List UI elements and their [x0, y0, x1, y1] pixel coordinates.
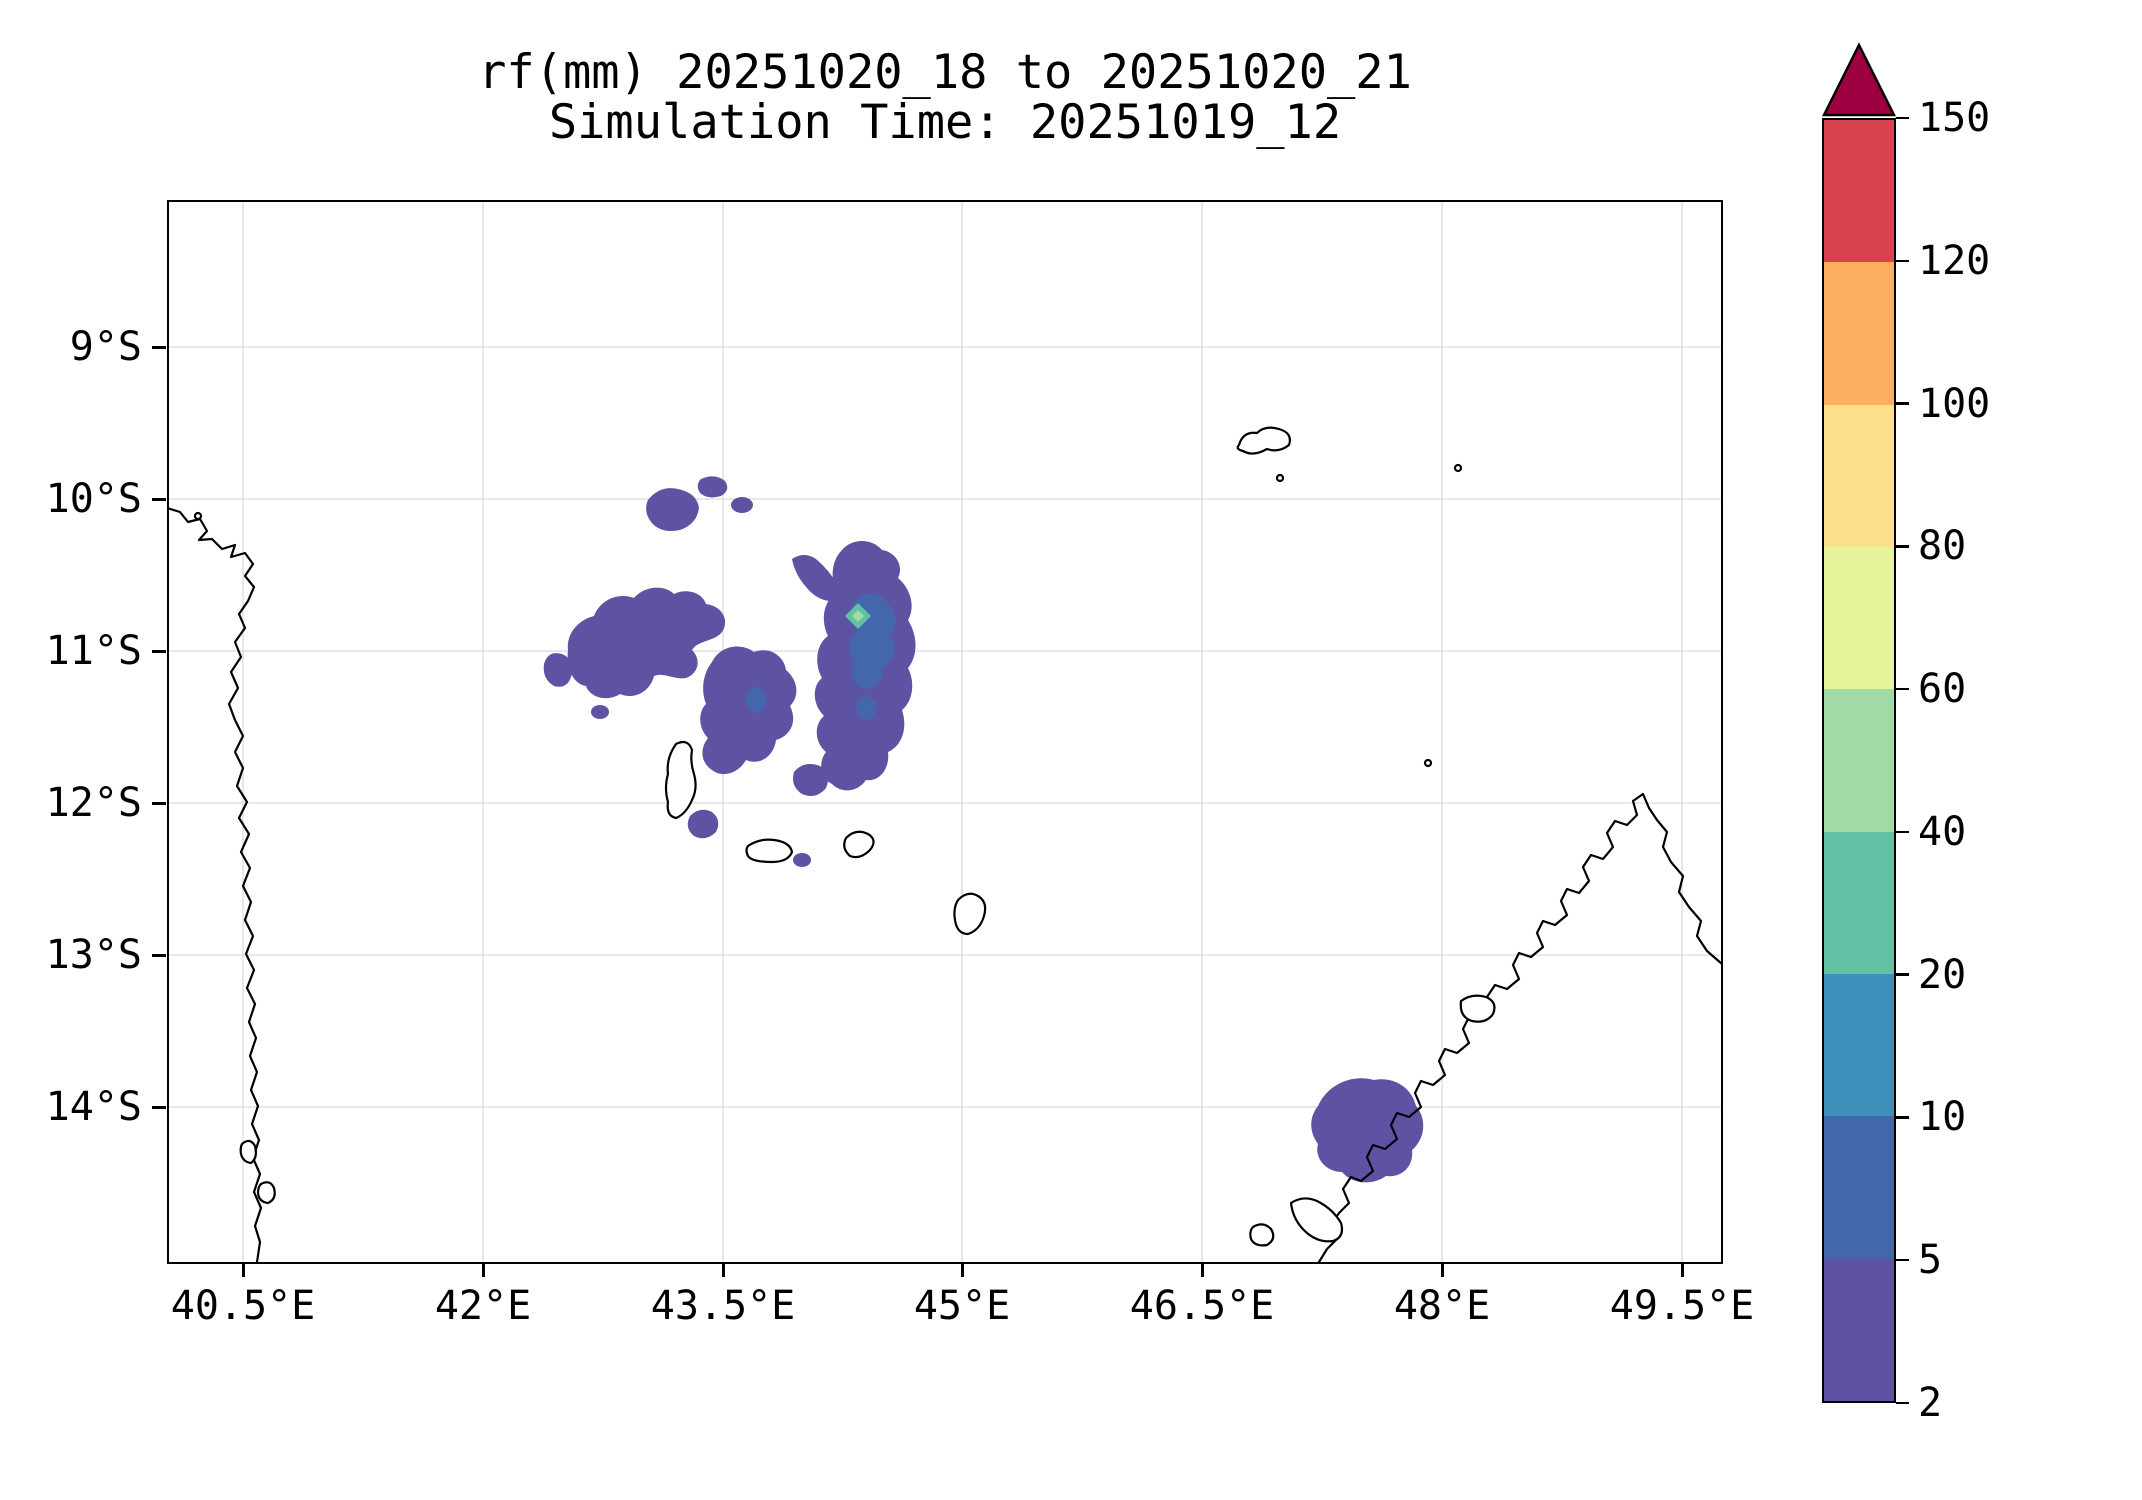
y-tick-label: 10°S	[45, 476, 142, 522]
island-moheli	[745, 838, 794, 864]
x-tick-mark	[1201, 1263, 1204, 1277]
x-tick-label: 42°E	[434, 1283, 532, 1329]
map-canvas	[167, 202, 1723, 1264]
colorbar-band	[1824, 689, 1894, 832]
lagoon-africa-south	[256, 1181, 276, 1205]
rain-area-center	[700, 646, 797, 775]
colorbar-band	[1824, 120, 1894, 263]
colorbar-band	[1824, 262, 1894, 405]
islet-dot	[1275, 473, 1285, 483]
x-tick-mark	[242, 1263, 245, 1277]
colorbar-tick-label: 120	[1918, 237, 1991, 284]
island-group-north	[1236, 426, 1291, 455]
rain-fleck-south	[793, 853, 811, 867]
colorbar-tick-label: 10	[1918, 1094, 1967, 1141]
island-grande-comore	[664, 740, 697, 820]
rain-area-madagascar	[1311, 1078, 1424, 1183]
rain-area-neck	[792, 555, 839, 601]
islet-africa	[193, 511, 203, 521]
island-nosy-be	[1459, 994, 1496, 1023]
y-tick-mark	[152, 802, 166, 805]
colorbar-tick-mark	[1896, 1401, 1909, 1405]
colorbar-tick-mark	[1896, 973, 1909, 976]
colorbar-tick-label: 150	[1918, 95, 1991, 141]
coastline-africa	[167, 506, 263, 1264]
plot-subtitle: Simulation Time: 20251019_12	[548, 95, 1342, 150]
rain-core-40-60	[852, 610, 864, 622]
rain-core-5-10	[746, 687, 766, 713]
colorbar-tick-mark	[1896, 402, 1909, 405]
islet-dot	[1453, 463, 1463, 473]
rain-area-comoros-top	[646, 488, 699, 531]
x-tick-mark	[482, 1263, 485, 1277]
lagoon-africa-south	[239, 1139, 257, 1165]
x-tick-label: 43.5°E	[650, 1283, 796, 1329]
colorbar-band	[1824, 404, 1894, 547]
coastlines	[167, 426, 1723, 1264]
grid-layer	[169, 202, 1721, 1262]
rain-area-west	[567, 587, 726, 699]
colorbar-tick-mark	[1896, 1258, 1909, 1262]
rain-contours	[543, 476, 1424, 1183]
rain-fleck	[591, 705, 609, 719]
coastline-madagascar	[1317, 792, 1723, 1264]
x-tick-label: 46.5°E	[1129, 1283, 1275, 1329]
colorbar-band	[1824, 973, 1894, 1117]
x-tick-label: 45°E	[913, 1283, 1011, 1329]
colorbar-tick-label: 100	[1918, 380, 1991, 427]
x-tick-mark	[722, 1263, 725, 1277]
colorbar-band	[1824, 1116, 1894, 1259]
colorbar-tick-mark	[1896, 116, 1909, 120]
colorbar-tick-label: 20	[1918, 951, 1967, 998]
y-tick-label: 12°S	[45, 780, 142, 826]
colorbar-band	[1824, 831, 1894, 974]
y-tick-label: 14°S	[45, 1084, 142, 1130]
rain-area-west-detached	[543, 653, 573, 687]
colorbar-tick-label: 2	[1918, 1380, 1943, 1426]
colorbar-band	[1824, 546, 1894, 690]
colorbar-tick-label: 80	[1918, 523, 1967, 570]
colorbar-tick-label: 40	[1918, 808, 1967, 855]
island-mayotte	[953, 892, 987, 936]
y-tick-mark	[152, 1106, 166, 1109]
colorbar-extend-arrow	[1821, 42, 1897, 117]
island-madagascar-coastal	[1249, 1223, 1275, 1247]
y-tick-mark	[152, 498, 166, 501]
rain-core-5-10	[856, 696, 876, 720]
y-tick-mark	[152, 650, 166, 653]
x-tick-mark	[1681, 1263, 1684, 1277]
x-tick-mark	[961, 1263, 964, 1277]
island-madagascar-coastal	[1289, 1197, 1344, 1243]
island-anjouan	[843, 830, 875, 859]
rain-fleck-south	[793, 764, 828, 796]
colorbar-tick-mark	[1896, 545, 1909, 548]
x-tick-mark	[1441, 1263, 1444, 1277]
y-tick-mark	[152, 954, 166, 957]
colorbar-tick-label: 60	[1918, 666, 1967, 713]
y-tick-label: 13°S	[45, 932, 142, 978]
y-tick-label: 9°S	[69, 324, 142, 370]
colorbar-tick-mark	[1896, 687, 1909, 691]
colorbar-tick-mark	[1896, 1116, 1909, 1119]
rain-fleck	[731, 497, 753, 513]
rain-area-comoros-top2	[697, 476, 728, 498]
x-tick-label: 49.5°E	[1609, 1283, 1755, 1329]
islet-dot	[1423, 758, 1433, 768]
colorbar-tick-mark	[1896, 830, 1909, 834]
colorbar-band	[1824, 1258, 1894, 1401]
y-tick-mark	[152, 346, 166, 349]
y-tick-label: 11°S	[45, 628, 142, 674]
colorbar-tick-mark	[1896, 259, 1909, 263]
x-tick-label: 48°E	[1393, 1283, 1491, 1329]
plot-title: rf(mm) 20251020_18 to 20251020_21	[478, 45, 1412, 100]
colorbar	[1822, 118, 1896, 1403]
rain-fleck-south	[687, 809, 719, 839]
colorbar-tick-label: 5	[1918, 1237, 1943, 1284]
x-tick-label: 40.5°E	[170, 1283, 316, 1329]
